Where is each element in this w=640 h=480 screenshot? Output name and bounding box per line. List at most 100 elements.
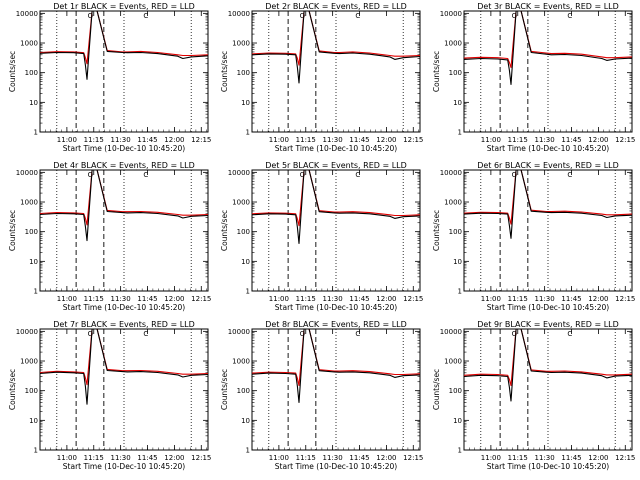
marker-c-label: C	[143, 171, 148, 179]
x-tick-label: 11:30	[535, 295, 555, 303]
marker-c-label: C	[143, 330, 148, 338]
x-tick-label: 11:30	[111, 295, 131, 303]
x-tick-label: 11:45	[349, 454, 369, 462]
y-axis-label: Counts/sec	[8, 369, 17, 410]
y-tick-label: 100	[237, 228, 250, 236]
y-axis-label: Counts/sec	[220, 210, 229, 251]
chart-panel-3: Det 3r BLACK = Events, RED = LLD 1 10 100 10…	[432, 2, 635, 153]
marker-c-label: C	[567, 12, 572, 20]
y-tick-label: 10	[241, 258, 250, 266]
x-tick-label: 11:30	[111, 136, 131, 144]
y-tick-label: 10	[453, 258, 462, 266]
x-tick-label: 12:00	[376, 454, 396, 462]
panel-title: Det 4r BLACK = Events, RED = LLD	[53, 161, 195, 170]
series-group	[464, 11, 632, 86]
x-axis-label: Start Time (10-Dec-10 10:45:20)	[63, 144, 185, 153]
x-tick-label: 11:15	[508, 454, 528, 462]
series-group	[40, 11, 208, 80]
x-tick-label: 11:45	[349, 136, 369, 144]
series-group	[252, 329, 420, 404]
y-tick-label: 10	[453, 99, 462, 107]
series-line-events	[252, 329, 420, 404]
y-tick-label: 100	[25, 228, 38, 236]
y-tick-label: 100	[237, 387, 250, 395]
x-tick-label: 11:15	[84, 454, 104, 462]
series-group	[464, 329, 632, 402]
series-group	[40, 170, 208, 242]
x-tick-label: 12:00	[164, 454, 184, 462]
y-tick-label: 1000	[232, 40, 250, 48]
y-tick-label: 10000	[228, 328, 250, 336]
y-tick-label: 100	[25, 387, 38, 395]
y-tick-label: 1000	[20, 40, 38, 48]
x-axis-label: Start Time (10-Dec-10 10:45:20)	[487, 303, 609, 312]
marker-o-label: O	[300, 171, 306, 179]
y-tick-label: 100	[237, 69, 250, 77]
series-line-events	[40, 329, 208, 405]
x-tick-label: 12:15	[191, 454, 211, 462]
y-axis-label: Counts/sec	[432, 369, 441, 410]
y-axis-label: Counts/sec	[220, 51, 229, 92]
x-tick-label: 11:15	[508, 136, 528, 144]
x-tick-label: 11:30	[323, 136, 343, 144]
y-axis-label: Counts/sec	[8, 51, 17, 92]
y-tick-label: 10	[29, 99, 38, 107]
marker-c-label: C	[355, 171, 360, 179]
y-tick-label: 100	[25, 69, 38, 77]
y-tick-label: 1	[246, 447, 250, 455]
x-tick-label: 11:00	[57, 295, 77, 303]
y-axis-label: Counts/sec	[220, 369, 229, 410]
y-tick-label: 1000	[232, 358, 250, 366]
x-tick-label: 11:45	[561, 454, 581, 462]
series-line-events	[464, 170, 632, 239]
marker-o-label: O	[88, 171, 94, 179]
x-tick-label: 11:00	[481, 295, 501, 303]
x-tick-label: 11:15	[296, 136, 316, 144]
x-tick-label: 11:30	[111, 454, 131, 462]
marker-o-label: O	[88, 12, 94, 20]
x-tick-label: 12:15	[615, 295, 635, 303]
marker-o-label: O	[512, 12, 518, 20]
panel-title: Det 6r BLACK = Events, RED = LLD	[477, 161, 619, 170]
x-tick-label: 12:00	[376, 136, 396, 144]
series-line-events	[464, 11, 632, 86]
chart-panel-7: Det 7r BLACK = Events, RED = LLD 1 10 100 10…	[8, 320, 211, 471]
x-axis-label: Start Time (10-Dec-10 10:45:20)	[487, 144, 609, 153]
panel-title: Det 9r BLACK = Events, RED = LLD	[477, 320, 619, 329]
x-axis-label: Start Time (10-Dec-10 10:45:20)	[487, 462, 609, 471]
x-tick-label: 12:00	[588, 136, 608, 144]
x-tick-label: 11:15	[508, 295, 528, 303]
x-tick-label: 11:45	[349, 295, 369, 303]
y-tick-label: 1	[246, 129, 250, 137]
x-tick-label: 12:00	[588, 454, 608, 462]
x-tick-label: 11:30	[535, 454, 555, 462]
chart-panel-6: Det 6r BLACK = Events, RED = LLD 1 10 100 10…	[432, 161, 635, 312]
x-tick-label: 11:30	[535, 136, 555, 144]
y-tick-label: 10	[29, 417, 38, 425]
x-axis-label: Start Time (10-Dec-10 10:45:20)	[63, 462, 185, 471]
panel-title: Det 2r BLACK = Events, RED = LLD	[265, 2, 407, 11]
y-tick-label: 100	[449, 69, 462, 77]
series-line-events	[464, 329, 632, 402]
y-axis-label: Counts/sec	[8, 210, 17, 251]
marker-c-label: C	[567, 330, 572, 338]
x-tick-label: 11:15	[296, 295, 316, 303]
panel-title: Det 8r BLACK = Events, RED = LLD	[265, 320, 407, 329]
x-tick-label: 11:45	[137, 136, 157, 144]
x-tick-label: 12:00	[588, 295, 608, 303]
y-tick-label: 10000	[16, 10, 38, 18]
series-line-lld	[40, 11, 208, 65]
marker-c-label: C	[355, 330, 360, 338]
marker-c-label: C	[567, 171, 572, 179]
x-tick-label: 11:30	[323, 295, 343, 303]
x-tick-label: 12:15	[615, 136, 635, 144]
y-tick-label: 1	[246, 288, 250, 296]
y-tick-label: 1	[34, 447, 38, 455]
x-axis-label: Start Time (10-Dec-10 10:45:20)	[275, 462, 397, 471]
x-tick-label: 11:00	[57, 454, 77, 462]
x-tick-label: 11:15	[84, 136, 104, 144]
chart-panel-9: Det 9r BLACK = Events, RED = LLD 1 10 100 10…	[432, 320, 635, 471]
panel-title: Det 1r BLACK = Events, RED = LLD	[53, 2, 195, 11]
x-tick-label: 11:45	[561, 136, 581, 144]
